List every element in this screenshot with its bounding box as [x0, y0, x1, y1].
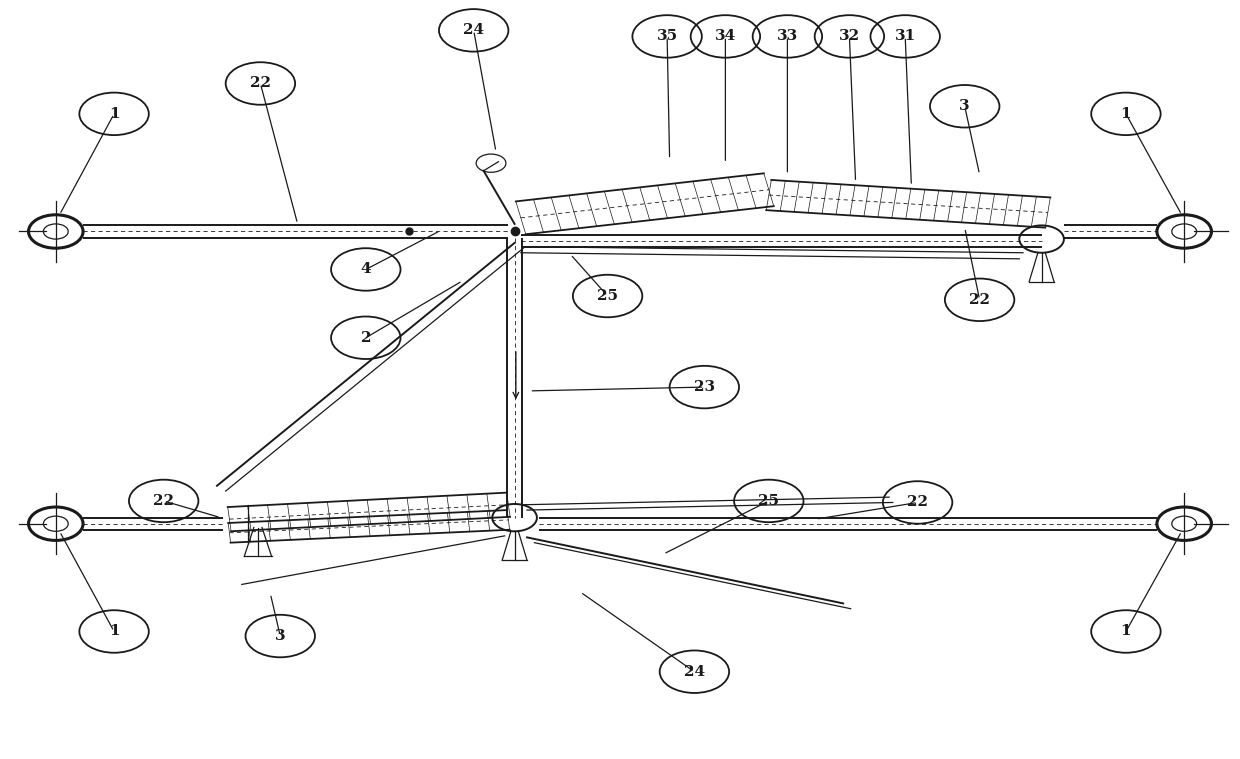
Text: 34: 34	[714, 30, 737, 43]
Text: 35: 35	[656, 30, 678, 43]
Text: 1: 1	[109, 625, 119, 638]
Text: 22: 22	[250, 77, 270, 90]
Text: 32: 32	[838, 30, 861, 43]
Text: 22: 22	[154, 494, 174, 508]
Text: 1: 1	[1121, 625, 1131, 638]
Text: 22: 22	[908, 496, 928, 509]
Text: 24: 24	[463, 24, 485, 37]
Text: 3: 3	[275, 629, 285, 643]
Text: 4: 4	[361, 263, 371, 276]
Text: 1: 1	[109, 107, 119, 121]
Text: 22: 22	[970, 293, 990, 307]
Text: 24: 24	[683, 665, 706, 679]
Text: 23: 23	[693, 380, 715, 394]
Text: 3: 3	[960, 99, 970, 113]
Text: 33: 33	[776, 30, 799, 43]
Text: 25: 25	[598, 289, 618, 303]
Text: 25: 25	[759, 494, 779, 508]
Text: 31: 31	[894, 30, 916, 43]
Text: 1: 1	[1121, 107, 1131, 121]
Text: 2: 2	[361, 331, 371, 345]
